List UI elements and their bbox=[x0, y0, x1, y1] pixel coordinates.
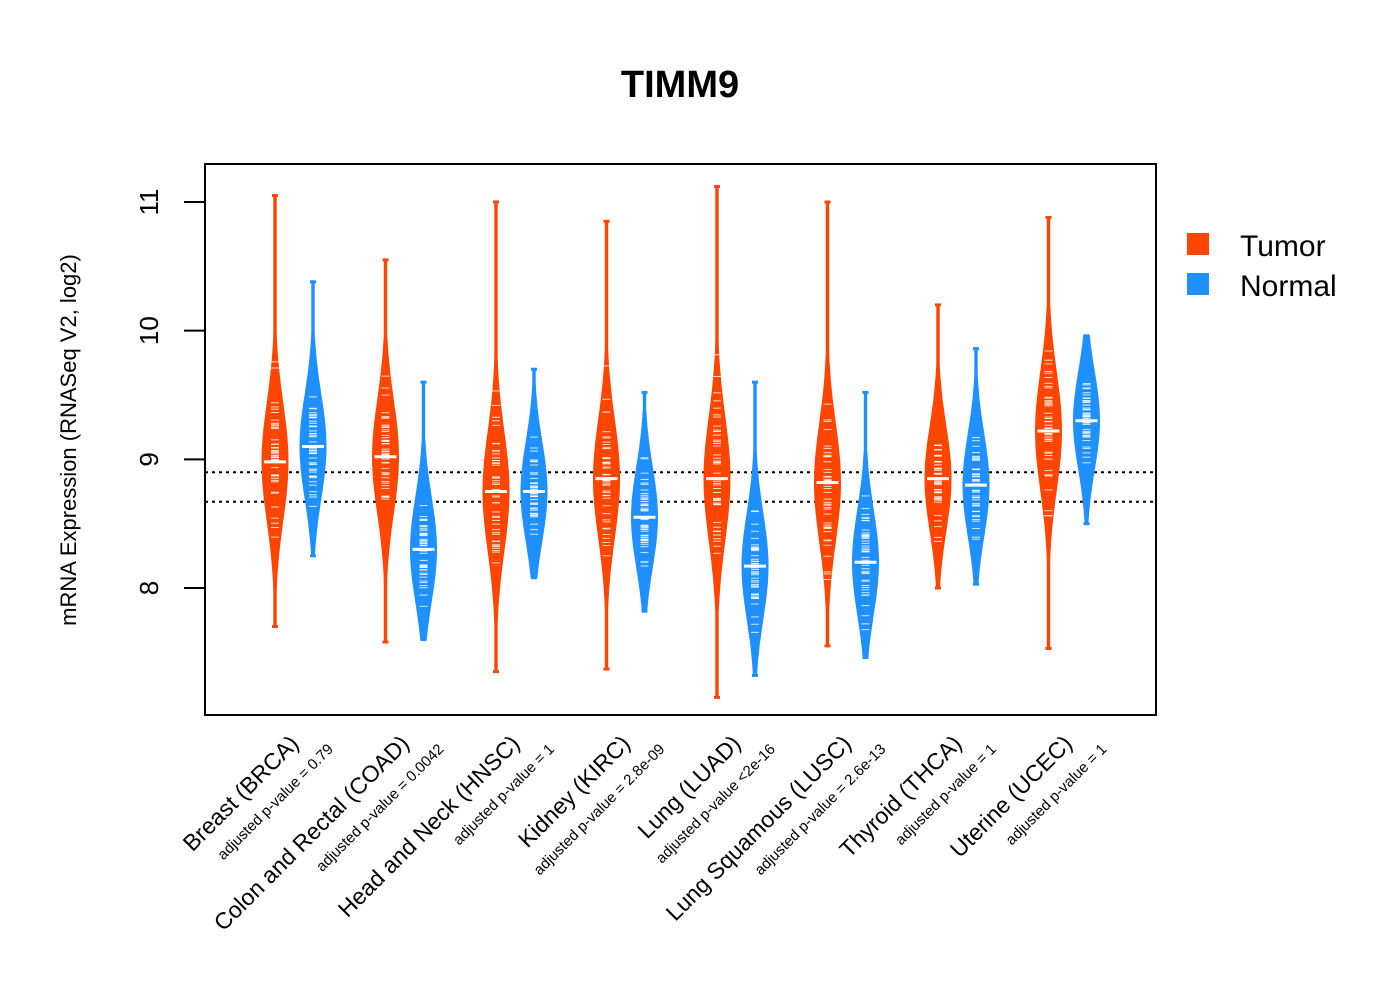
y-tick-label: 8 bbox=[134, 581, 164, 595]
violin-tumor-lung-squamous-lusc bbox=[813, 200, 842, 648]
violin-normal-head-and-neck-hnsc-body bbox=[520, 368, 548, 579]
violin-normal-colon-and-rectal-coad-body bbox=[410, 381, 437, 640]
violin-tumor-lung-luad bbox=[703, 185, 731, 699]
violin-tumor-breast-brca-body bbox=[261, 195, 289, 628]
violin-normal-thyroid-thca-body bbox=[962, 348, 990, 585]
violin-tumor-uterine-ucec bbox=[1034, 215, 1063, 650]
y-axis-label: mRNA Expression (RNASeq V2, log2) bbox=[56, 254, 81, 626]
violin-normal-colon-and-rectal-coad bbox=[410, 380, 437, 641]
violin-tumor-colon-and-rectal-coad bbox=[371, 258, 400, 644]
violin-tumor-kidney-kirc bbox=[593, 219, 620, 671]
violin-normal-breast-brca bbox=[299, 280, 327, 558]
violin-normal-head-and-neck-hnsc bbox=[520, 367, 548, 580]
y-tick-label: 9 bbox=[134, 452, 164, 466]
chart-title: TIMM9 bbox=[621, 64, 739, 106]
violin-normal-lung-squamous-lusc-body bbox=[852, 391, 879, 658]
violin-normal-lung-luad-body bbox=[741, 381, 769, 676]
legend-swatch-normal bbox=[1187, 273, 1209, 295]
legend: Tumor Normal bbox=[1187, 230, 1337, 303]
plot-frame bbox=[204, 163, 1157, 716]
legend-label-tumor: Tumor bbox=[1240, 230, 1326, 263]
y-axis: 8 9 10 11 bbox=[134, 188, 206, 595]
violin-normal-lung-luad bbox=[741, 380, 769, 677]
y-tick-label: 11 bbox=[134, 188, 164, 215]
violin-tumor-thyroid-thca-body bbox=[924, 304, 952, 589]
violin-tumor-kidney-kirc-body bbox=[593, 220, 620, 670]
violin-normal-thyroid-thca bbox=[962, 347, 990, 586]
violin-tumor-head-and-neck-hnsc bbox=[482, 200, 510, 674]
violin-normal-breast-brca-body bbox=[299, 281, 327, 557]
violin-tumor-head-and-neck-hnsc-body bbox=[482, 201, 510, 673]
legend-label-normal: Normal bbox=[1240, 270, 1337, 303]
x-axis-labels: Breast (BRCA)adjusted p-value = 0.79Colo… bbox=[178, 730, 1111, 935]
violin-normal-uterine-ucec bbox=[1073, 334, 1100, 526]
plot-area bbox=[205, 185, 1156, 699]
violin-tumor-uterine-ucec-body bbox=[1034, 216, 1063, 649]
legend-swatch-tumor bbox=[1187, 233, 1209, 255]
violin-tumor-thyroid-thca bbox=[924, 303, 952, 590]
violin-tumor-breast-brca bbox=[261, 194, 289, 629]
violin-normal-lung-squamous-lusc bbox=[852, 390, 879, 659]
violin-normal-kidney-kirc bbox=[631, 390, 658, 613]
y-tick-label: 10 bbox=[134, 316, 164, 345]
